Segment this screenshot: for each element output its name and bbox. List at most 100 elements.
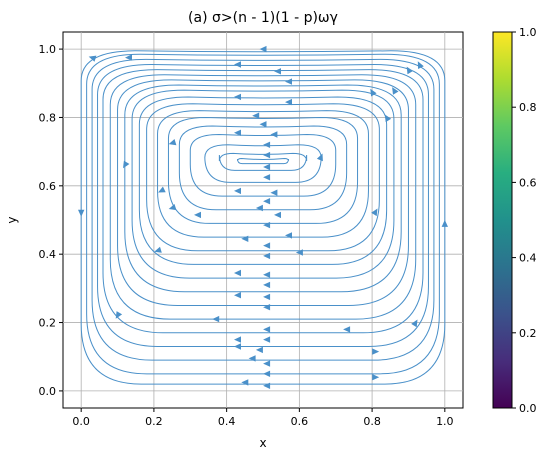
y-tick-label: 0.4 <box>39 248 57 261</box>
stream-arrow-6 <box>234 93 241 101</box>
x-tick-label: 0.4 <box>218 415 236 428</box>
x-tick-label: 0.0 <box>72 415 90 428</box>
stream-arrow-24 <box>158 186 166 193</box>
stream-arrow-1 <box>125 54 132 61</box>
stream-arrow-41 <box>263 271 271 278</box>
stream-arrow-32 <box>371 208 378 217</box>
stream-arrow-43 <box>234 292 241 299</box>
streamlines <box>80 50 446 385</box>
stream-arrow-39 <box>263 252 271 260</box>
stream-arrow-46 <box>212 315 220 323</box>
stream-arrow-47 <box>115 311 123 319</box>
y-axis-label: y <box>5 216 19 223</box>
streamline-1 <box>86 53 440 375</box>
streamline-9 <box>138 96 388 265</box>
y-tick-label: 0.6 <box>39 180 57 193</box>
stream-arrow-12 <box>384 114 392 123</box>
streamline-16 <box>218 152 308 171</box>
streamline-14 <box>189 134 337 197</box>
colorbar-tick-label: 0.8 <box>519 101 537 114</box>
stream-arrow-5 <box>285 78 292 85</box>
streamline-12 <box>167 116 359 224</box>
stream-arrow-44 <box>263 293 271 301</box>
stream-arrow-21 <box>263 163 271 171</box>
x-tick-label: 0.6 <box>291 415 309 428</box>
stream-arrow-29 <box>255 204 263 212</box>
plot-frame <box>62 31 464 409</box>
y-tick-label: 0.0 <box>39 385 57 398</box>
stream-arrow-2 <box>88 55 97 62</box>
stream-arrow-52 <box>263 336 271 343</box>
streamline-5 <box>109 74 417 320</box>
y-axis-ticks: 0.0 0.2 0.4 0.6 0.8 1.0 <box>39 43 63 398</box>
stream-arrow-42 <box>263 281 271 289</box>
colorbar: 0.0 0.2 0.4 0.6 0.8 1.0 <box>492 26 537 415</box>
streamline-13 <box>178 125 348 211</box>
colorbar-tick-label: 1.0 <box>519 26 537 39</box>
stream-arrow-49 <box>263 326 271 333</box>
stream-arrow-9 <box>406 66 413 75</box>
stream-arrow-61 <box>263 382 271 389</box>
stream-arrow-30 <box>274 211 281 219</box>
stream-arrow-58 <box>263 370 271 377</box>
stream-arrow-10 <box>370 88 377 97</box>
stream-arrow-35 <box>241 235 249 242</box>
stream-arrow-22 <box>123 160 130 169</box>
stream-arrow-19 <box>263 151 271 159</box>
x-tick-label: 0.2 <box>145 415 163 428</box>
stream-arrow-37 <box>154 246 162 253</box>
y-tick-label: 0.8 <box>39 111 57 124</box>
streamline-17 <box>237 157 289 165</box>
stream-arrow-50 <box>343 326 351 333</box>
stream-arrow-38 <box>295 249 303 256</box>
chart-title: (a) σ>(n - 1)(1 - p)ωγ <box>188 10 338 26</box>
streamplot-panel: 0.0 0.2 0.4 0.6 0.8 1.0 0.0 0.2 0.4 0.6 0.8 1.0 (a… <box>5 10 464 450</box>
stream-arrow-26 <box>270 189 278 196</box>
stream-arrow-20 <box>316 153 323 162</box>
streamline-8 <box>131 89 395 279</box>
stream-arrow-48 <box>411 319 418 328</box>
stream-arrow-45 <box>263 304 271 311</box>
colorbar-gradient <box>492 31 513 409</box>
stream-arrow-51 <box>234 336 241 343</box>
stream-arrow-63 <box>441 219 448 227</box>
streamline-10 <box>146 103 380 252</box>
colorbar-tick-label: 0.6 <box>519 176 537 189</box>
streamline-7 <box>124 84 402 293</box>
x-axis-ticks: 0.0 0.2 0.4 0.6 0.8 1.0 <box>72 408 454 428</box>
stream-arrow-31 <box>194 211 201 219</box>
stream-arrow-3 <box>234 61 241 68</box>
stream-arrow-36 <box>263 242 271 249</box>
x-tick-label: 0.8 <box>363 415 381 428</box>
y-tick-label: 1.0 <box>39 43 57 56</box>
stream-arrow-60 <box>241 379 249 386</box>
colorbar-tick-label: 0.2 <box>519 327 537 340</box>
stream-arrow-14 <box>259 121 267 128</box>
stream-arrow-27 <box>263 198 271 205</box>
streamline-11 <box>157 110 369 238</box>
stream-arrow-18 <box>263 141 271 148</box>
stream-arrow-4 <box>274 68 281 75</box>
colorbar-tick-label: 0.0 <box>519 402 537 415</box>
colorbar-tick-label: 0.4 <box>519 252 537 265</box>
stream-arrow-54 <box>255 346 263 354</box>
stream-arrow-25 <box>234 187 241 195</box>
stream-arrow-17 <box>168 139 177 146</box>
streamline-6 <box>117 79 409 306</box>
stream-arrow-23 <box>263 174 271 181</box>
stream-arrow-15 <box>234 129 241 136</box>
streamline-15 <box>204 144 322 183</box>
streamline-4 <box>102 69 424 334</box>
stream-arrow-62 <box>78 209 85 217</box>
stream-arrow-55 <box>372 348 380 355</box>
stream-arrow-56 <box>248 355 256 362</box>
stream-arrow-40 <box>234 269 241 277</box>
stream-arrow-13 <box>252 112 260 119</box>
stream-arrow-0 <box>259 45 267 53</box>
stream-arrow-16 <box>270 131 278 138</box>
stream-arrows <box>78 45 448 389</box>
x-axis-label: x <box>259 436 266 450</box>
stream-arrow-28 <box>168 204 177 211</box>
streamline-3 <box>97 63 429 347</box>
